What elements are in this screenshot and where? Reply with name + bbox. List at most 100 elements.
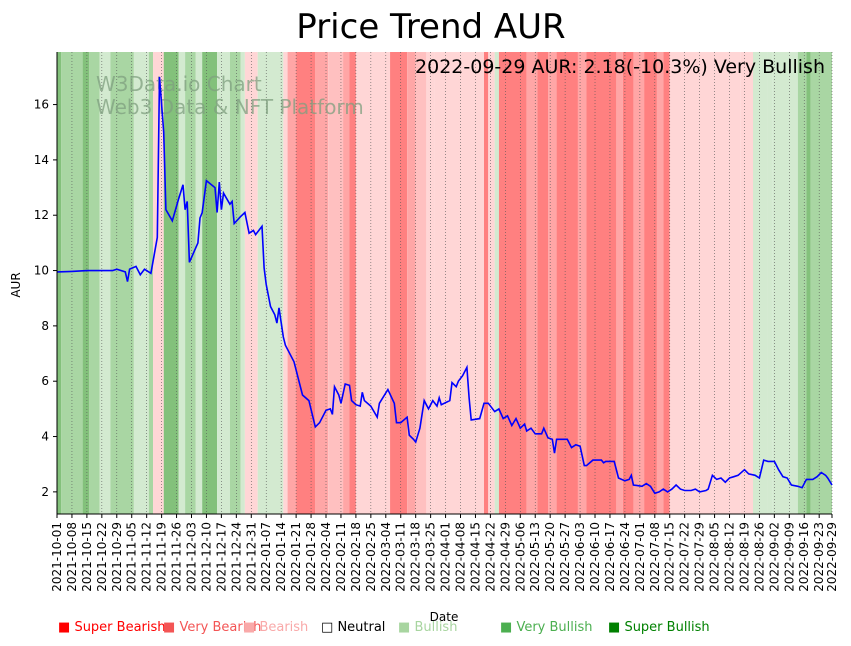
sentiment-band xyxy=(622,52,634,514)
x-tick-label: 2022-09-23 xyxy=(812,522,826,592)
legend-label: Bullish xyxy=(414,620,458,635)
x-tick-label: 2022-08-26 xyxy=(752,522,766,592)
status-annotation: 2022-09-29 AUR: 2.18(-10.3%) Very Bullis… xyxy=(415,56,825,78)
sentiment-band xyxy=(767,52,773,514)
x-axis-ticks: 2021-10-01 2021-10-08 2021-10-15 2021-10-22… xyxy=(50,514,839,592)
sentiment-band xyxy=(185,52,196,514)
sentiment-band xyxy=(315,52,329,514)
sentiment-band xyxy=(556,52,578,514)
sentiment-band xyxy=(633,52,645,514)
sentiment-band xyxy=(355,52,391,514)
legend-bullish: ■ Bullish xyxy=(398,620,457,635)
sentiment-band xyxy=(82,52,90,514)
legend-very-bearish: ■ Very Bearish xyxy=(163,620,261,635)
sentiment-band xyxy=(178,52,186,514)
legend-label: Super Bearish xyxy=(74,620,166,635)
y-tick-label: 16 xyxy=(34,98,49,112)
x-tick-label: 2021-12-03 xyxy=(185,522,199,592)
x-tick-label: 2022-03-25 xyxy=(424,522,438,592)
sentiment-band xyxy=(644,52,657,514)
x-tick-label: 2022-07-22 xyxy=(678,522,692,592)
x-tick-label: 2022-06-24 xyxy=(618,522,632,592)
x-tick-label: 2022-02-04 xyxy=(319,522,333,592)
x-tick-label: 2022-02-18 xyxy=(349,522,363,592)
x-tick-label: 2022-06-03 xyxy=(573,522,587,592)
x-tick-label: 2022-02-25 xyxy=(364,522,378,592)
y-tick-label: 10 xyxy=(34,264,49,278)
sentiment-band xyxy=(283,52,288,514)
x-tick-label: 2022-06-10 xyxy=(588,522,602,592)
legend: ■ Super Bearish ■ Very Bearish ■ Bearish… xyxy=(58,620,838,638)
x-tick-label: 2021-10-22 xyxy=(95,522,109,592)
legend-swatch: ■ xyxy=(163,620,176,635)
legend-swatch: ■ xyxy=(243,620,256,635)
x-tick-label: 2022-08-05 xyxy=(708,522,722,592)
legend-very-bullish: ■ Very Bullish xyxy=(500,620,593,635)
legend-label: Super Bullish xyxy=(624,620,710,635)
x-tick-label: 2022-09-16 xyxy=(797,522,811,592)
sentiment-band xyxy=(577,52,587,514)
x-tick-label: 2021-12-31 xyxy=(244,522,258,592)
y-tick-label: 8 xyxy=(41,319,49,333)
sentiment-band xyxy=(656,52,664,514)
sentiment-band xyxy=(343,52,350,514)
watermark-line-2: Web3 Data & NFT Platform xyxy=(96,95,364,119)
x-tick-label: 2022-07-15 xyxy=(663,522,677,592)
x-tick-label: 2022-01-28 xyxy=(304,522,318,592)
sentiment-band xyxy=(663,52,670,514)
legend-super-bullish: ■ Super Bullish xyxy=(608,620,710,635)
x-tick-label: 2022-04-22 xyxy=(483,522,497,592)
legend-label: Neutral xyxy=(337,620,386,635)
sentiment-band xyxy=(57,52,62,514)
x-tick-label: 2022-08-19 xyxy=(737,522,751,592)
sentiment-band xyxy=(349,52,356,514)
y-tick-label: 14 xyxy=(34,153,49,167)
x-tick-label: 2022-02-11 xyxy=(334,522,348,592)
x-tick-label: 2022-05-27 xyxy=(558,522,572,592)
sentiment-band xyxy=(498,52,527,514)
sentiment-band xyxy=(810,52,832,514)
legend-label: Very Bearish xyxy=(179,620,262,635)
sentiment-band xyxy=(148,52,154,514)
x-tick-label: 2021-12-24 xyxy=(229,522,243,592)
sentiment-band xyxy=(153,52,164,514)
sentiment-band xyxy=(407,52,416,514)
x-tick-label: 2022-03-11 xyxy=(394,522,408,592)
x-tick-label: 2021-11-26 xyxy=(170,522,184,592)
x-tick-label: 2022-07-01 xyxy=(633,522,647,592)
legend-label: Bearish xyxy=(259,620,309,635)
x-tick-label: 2021-10-01 xyxy=(50,522,64,592)
legend-swatch: ■ xyxy=(58,620,71,635)
legend-super-bearish: ■ Super Bearish xyxy=(58,620,166,635)
x-tick-label: 2022-03-04 xyxy=(379,522,393,592)
y-tick-label: 6 xyxy=(41,374,49,388)
sentiment-band xyxy=(415,52,427,514)
x-tick-label: 2021-10-29 xyxy=(110,522,124,592)
sentiment-band xyxy=(390,52,408,514)
sentiment-band xyxy=(99,52,111,514)
x-tick-label: 2022-05-13 xyxy=(528,522,542,592)
sentiment-band xyxy=(110,52,134,514)
x-tick-label: 2022-06-17 xyxy=(603,522,617,592)
watermark-line-1: W3Data.io Chart xyxy=(96,72,262,96)
x-tick-label: 2022-01-21 xyxy=(289,522,303,592)
sentiment-band xyxy=(296,52,316,514)
x-tick-label: 2022-09-29 xyxy=(825,522,839,592)
sentiment-band xyxy=(740,52,754,514)
sentiment-band xyxy=(586,52,617,514)
x-tick-label: 2022-03-18 xyxy=(409,522,423,592)
x-tick-label: 2022-04-01 xyxy=(439,522,453,592)
sentiment-band xyxy=(548,52,557,514)
x-tick-label: 2022-08-12 xyxy=(723,522,737,592)
sentiment-band xyxy=(669,52,741,514)
y-tick-label: 12 xyxy=(34,208,49,222)
x-tick-label: 2022-01-07 xyxy=(259,522,273,592)
sentiment-band xyxy=(240,52,245,514)
x-tick-label: 2022-05-06 xyxy=(513,522,527,592)
x-tick-label: 2021-12-17 xyxy=(214,522,228,592)
y-tick-label: 2 xyxy=(41,485,49,499)
x-tick-label: 2021-11-05 xyxy=(125,522,139,592)
sentiment-bands xyxy=(57,52,832,514)
x-tick-label: 2022-04-08 xyxy=(454,522,468,592)
sentiment-band xyxy=(217,52,230,514)
